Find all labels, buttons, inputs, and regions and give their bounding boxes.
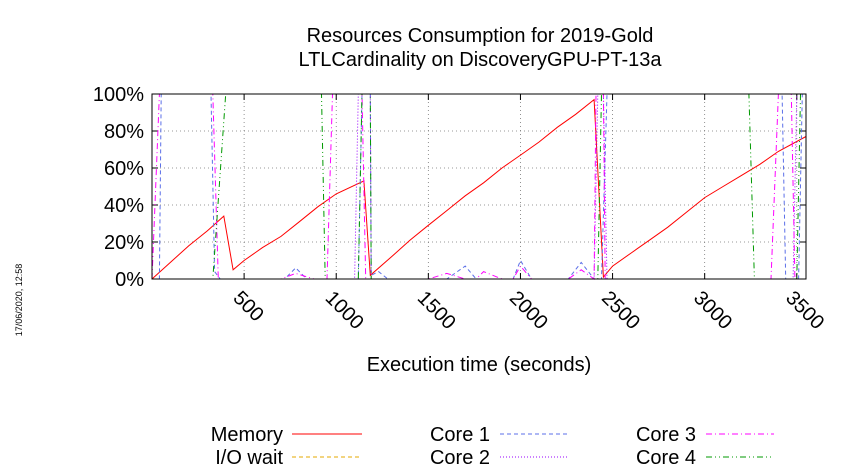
series-lines — [151, 93, 807, 280]
y-tick-label: 0% — [115, 269, 144, 291]
x-tick-label: 500 — [229, 287, 268, 326]
legend-label: Memory — [211, 424, 283, 446]
y-tick-label: 60% — [104, 158, 144, 180]
legend-label: Core 3 — [636, 424, 696, 446]
chart-title-line-2: LTLCardinality on DiscoveryGPU-PT-13a — [298, 49, 662, 71]
series-line-memory — [151, 98, 807, 280]
x-tick-label: 2000 — [505, 287, 552, 334]
x-tick-label: 2500 — [597, 287, 644, 334]
y-tick-label: 100% — [93, 84, 144, 106]
timestamp: 17/06/2020, 12:58 — [14, 264, 24, 337]
y-tick-label: 40% — [104, 195, 144, 217]
legend-label: I/O wait — [215, 447, 283, 469]
x-tick-label: 3500 — [781, 287, 828, 334]
chart-title-line-1: Resources Consumption for 2019-Gold — [307, 25, 654, 47]
y-tick-labels: 0% 20% 40% 60% 80% 100% — [93, 84, 144, 291]
legend-label: Core 4 — [636, 447, 696, 469]
grid — [152, 93, 806, 280]
x-tick-labels: 500 1000 1500 2000 2500 3000 3500 — [229, 287, 829, 334]
x-tick-label: 1000 — [321, 287, 368, 334]
x-axis-label: Execution time (seconds) — [367, 354, 592, 376]
series-line-core-2 — [152, 93, 806, 280]
y-tick-label: 20% — [104, 232, 144, 254]
x-tick-label: 3000 — [689, 287, 736, 334]
x-tick-label: 1500 — [413, 287, 460, 334]
legend-label: Core 1 — [430, 424, 490, 446]
plot-frame — [151, 93, 807, 280]
legend-label: Core 2 — [430, 447, 490, 469]
y-tick-label: 80% — [104, 121, 144, 143]
